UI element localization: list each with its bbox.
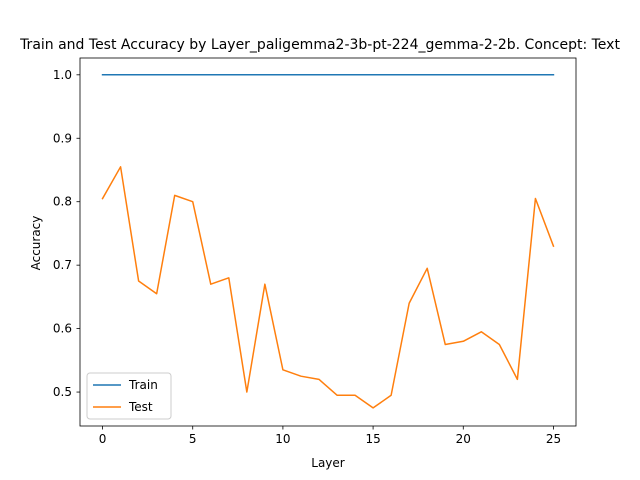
x-tick-label: 25 bbox=[546, 432, 561, 446]
legend-label-train: Train bbox=[128, 378, 158, 392]
x-tick-label: 20 bbox=[456, 432, 471, 446]
series-line-test bbox=[101, 166, 555, 409]
x-tick-label: 5 bbox=[189, 432, 197, 446]
x-axis-label: Layer bbox=[311, 456, 345, 470]
y-tick-label: 0.7 bbox=[53, 258, 72, 272]
x-tick-label: 0 bbox=[99, 432, 107, 446]
legend-label-test: Test bbox=[128, 400, 153, 414]
chart-title: Train and Test Accuracy by Layer_paligem… bbox=[19, 37, 620, 53]
x-tick-label: 15 bbox=[365, 432, 380, 446]
axes-frame bbox=[79, 57, 577, 427]
y-tick-label: 0.6 bbox=[53, 322, 72, 336]
y-tick-label: 0.8 bbox=[53, 195, 72, 209]
y-axis-label: Accuracy bbox=[29, 216, 43, 271]
y-tick-label: 0.9 bbox=[53, 131, 72, 145]
plot-area: 0 5 10 15 20 25 0.5 0.6 0.7 0.8 0.9 1.0 Train Test bbox=[53, 57, 577, 446]
y-tick-label: 1.0 bbox=[53, 68, 72, 82]
x-tick-label: 10 bbox=[275, 432, 290, 446]
y-tick-label: 0.5 bbox=[53, 385, 72, 399]
